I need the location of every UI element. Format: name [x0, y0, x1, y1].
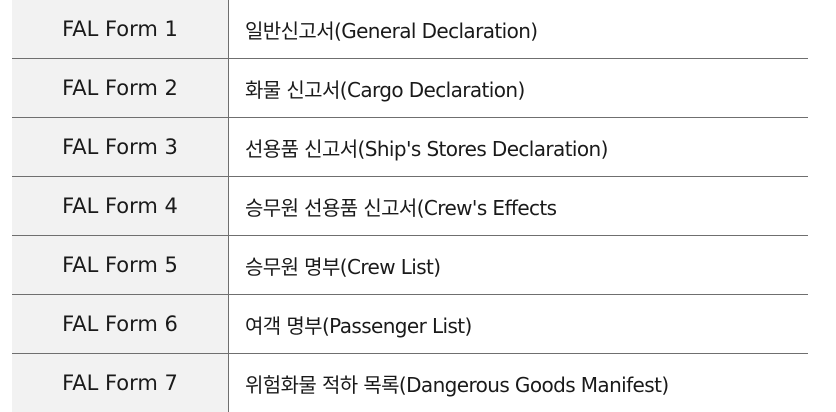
table-row: FAL Form 7 위험화물 적하 목록(Dangerous Goods Ma…	[12, 354, 808, 412]
table-row: FAL Form 2 화물 신고서(Cargo Declaration)	[12, 59, 808, 118]
form-number-cell: FAL Form 6	[12, 295, 229, 354]
form-name-cell: 일반신고서(General Declaration)	[229, 0, 809, 59]
form-name-cell: 선용품 신고서(Ship's Stores Declaration)	[229, 118, 809, 177]
fal-forms-table: FAL Form 1 일반신고서(General Declaration) FA…	[12, 0, 808, 412]
table-row: FAL Form 1 일반신고서(General Declaration)	[12, 0, 808, 59]
table-row: FAL Form 5 승무원 명부(Crew List)	[12, 236, 808, 295]
form-number-cell: FAL Form 1	[12, 0, 229, 59]
form-name-cell: 승무원 명부(Crew List)	[229, 236, 809, 295]
form-number-cell: FAL Form 7	[12, 354, 229, 412]
form-name-cell: 승무원 선용품 신고서(Crew's Effects	[229, 177, 809, 236]
form-number-cell: FAL Form 5	[12, 236, 229, 295]
table-row: FAL Form 4 승무원 선용품 신고서(Crew's Effects	[12, 177, 808, 236]
form-name-cell: 화물 신고서(Cargo Declaration)	[229, 59, 809, 118]
table-row: FAL Form 6 여객 명부(Passenger List)	[12, 295, 808, 354]
form-name-cell: 여객 명부(Passenger List)	[229, 295, 809, 354]
form-number-cell: FAL Form 2	[12, 59, 229, 118]
form-name-cell: 위험화물 적하 목록(Dangerous Goods Manifest)	[229, 354, 809, 412]
form-number-cell: FAL Form 3	[12, 118, 229, 177]
form-number-cell: FAL Form 4	[12, 177, 229, 236]
table-row: FAL Form 3 선용품 신고서(Ship's Stores Declara…	[12, 118, 808, 177]
